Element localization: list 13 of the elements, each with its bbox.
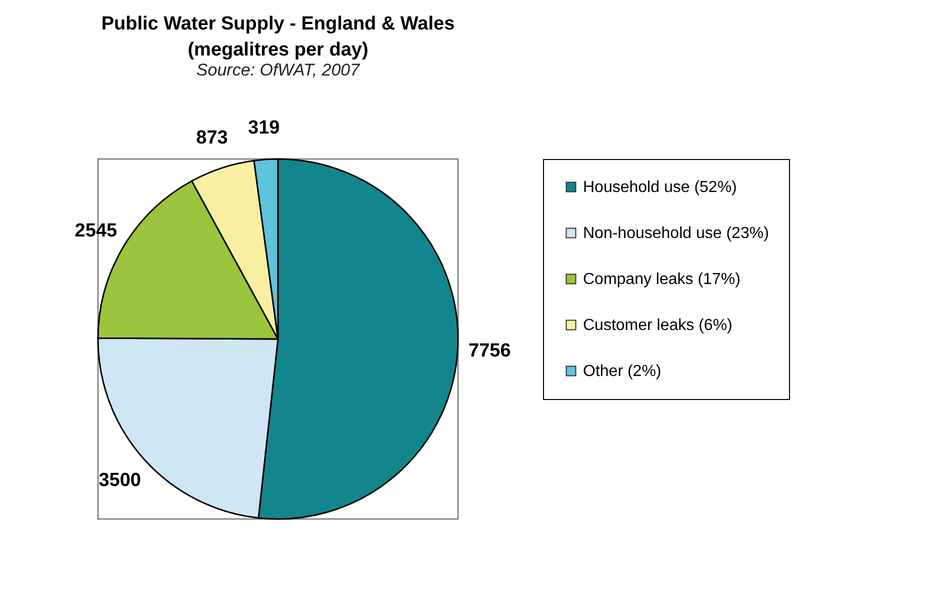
data-label: 7756 bbox=[468, 340, 511, 362]
chart-title: Public Water Supply - England & Wales bbox=[101, 13, 455, 34]
legend-label: Household use (52%) bbox=[583, 179, 737, 196]
legend-label: Customer leaks (6%) bbox=[583, 317, 732, 334]
legend-label: Non-household use (23%) bbox=[583, 225, 769, 242]
legend-label: Company leaks (17%) bbox=[583, 271, 740, 288]
legend-label: Other (2%) bbox=[583, 363, 662, 380]
source-note: Source: OfWAT, 2007 bbox=[196, 60, 360, 80]
chart-subtitle: (megalitres per day) bbox=[188, 39, 368, 60]
data-label: 2545 bbox=[74, 220, 118, 242]
data-label: 3500 bbox=[98, 470, 141, 492]
data-label: 319 bbox=[248, 117, 280, 138]
data-label: 873 bbox=[196, 128, 228, 149]
